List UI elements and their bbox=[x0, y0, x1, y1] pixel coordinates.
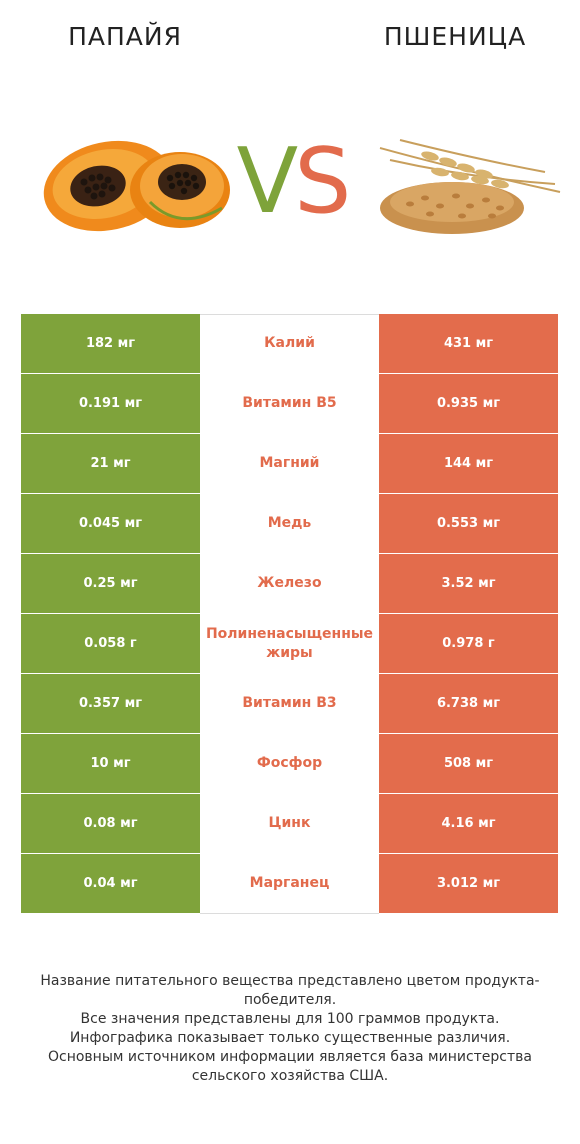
table-row: 0.045 мг Медь 0.553 мг bbox=[21, 494, 558, 554]
vs-letter-s: S bbox=[294, 129, 351, 234]
left-value: 0.045 мг bbox=[21, 494, 200, 553]
left-value: 0.191 мг bbox=[21, 374, 200, 433]
table-row: 0.357 мг Витамин B3 6.738 мг bbox=[21, 674, 558, 734]
left-value: 0.25 мг bbox=[21, 554, 200, 613]
table-row: 0.058 г Полиненасыщенные жиры 0.978 г bbox=[21, 614, 558, 674]
footer-notes: Название питательного вещества представл… bbox=[20, 972, 560, 1086]
right-value: 0.935 мг bbox=[379, 374, 558, 433]
wheat-illustration bbox=[379, 139, 561, 234]
left-value: 0.058 г bbox=[21, 614, 200, 673]
nutrient-name: Витамин B3 bbox=[200, 674, 379, 733]
nutrient-name: Медь bbox=[200, 494, 379, 553]
left-value: 0.08 мг bbox=[21, 794, 200, 853]
versus-label: VS bbox=[222, 132, 362, 232]
right-value: 0.553 мг bbox=[379, 494, 558, 553]
table-bottom-border bbox=[200, 913, 379, 914]
nutrient-name: Витамин B5 bbox=[200, 374, 379, 433]
table-top-border bbox=[200, 314, 379, 315]
nutrient-name: Калий bbox=[200, 314, 379, 373]
nutrient-name: Цинк bbox=[200, 794, 379, 853]
nutrient-name: Фосфор bbox=[200, 734, 379, 793]
right-product-title: ПШЕНИЦА bbox=[383, 22, 527, 51]
table-row: 21 мг Магний 144 мг bbox=[21, 434, 558, 494]
left-value: 0.357 мг bbox=[21, 674, 200, 733]
right-value: 3.52 мг bbox=[379, 554, 558, 613]
comparison-table: 182 мг Калий 431 мг 0.191 мг Витамин B5 … bbox=[21, 314, 558, 914]
table-row: 182 мг Калий 431 мг bbox=[21, 314, 558, 374]
right-value: 508 мг bbox=[379, 734, 558, 793]
footer-line: Основным источником информации является … bbox=[48, 1049, 532, 1084]
table-row: 0.25 мг Железо 3.52 мг bbox=[21, 554, 558, 614]
right-value: 0.978 г bbox=[379, 614, 558, 673]
right-value: 144 мг bbox=[379, 434, 558, 493]
table-row: 0.08 мг Цинк 4.16 мг bbox=[21, 794, 558, 854]
table-row: 0.04 мг Марганец 3.012 мг bbox=[21, 854, 558, 914]
papaya-illustration bbox=[43, 140, 230, 232]
left-value: 0.04 мг bbox=[21, 854, 200, 913]
hero-illustrations bbox=[43, 139, 561, 234]
nutrient-name: Полиненасыщенные жиры bbox=[200, 614, 379, 673]
footer-line: Все значения представлены для 100 граммо… bbox=[80, 1011, 500, 1027]
left-product-title: ПАПАЙЯ bbox=[68, 22, 182, 51]
footer-line: Название питательного вещества представл… bbox=[40, 973, 540, 1008]
right-value: 6.738 мг bbox=[379, 674, 558, 733]
left-value: 182 мг bbox=[21, 314, 200, 373]
nutrient-name: Магний bbox=[200, 434, 379, 493]
right-value: 3.012 мг bbox=[379, 854, 558, 913]
right-value: 4.16 мг bbox=[379, 794, 558, 853]
table-row: 0.191 мг Витамин B5 0.935 мг bbox=[21, 374, 558, 434]
nutrient-name: Марганец bbox=[200, 854, 379, 913]
right-value: 431 мг bbox=[379, 314, 558, 373]
left-value: 21 мг bbox=[21, 434, 200, 493]
table-row: 10 мг Фосфор 508 мг bbox=[21, 734, 558, 794]
vs-letter-v: V bbox=[236, 129, 299, 234]
footer-line: Инфографика показывает только существенн… bbox=[69, 1030, 511, 1046]
nutrient-name: Железо bbox=[200, 554, 379, 613]
left-value: 10 мг bbox=[21, 734, 200, 793]
